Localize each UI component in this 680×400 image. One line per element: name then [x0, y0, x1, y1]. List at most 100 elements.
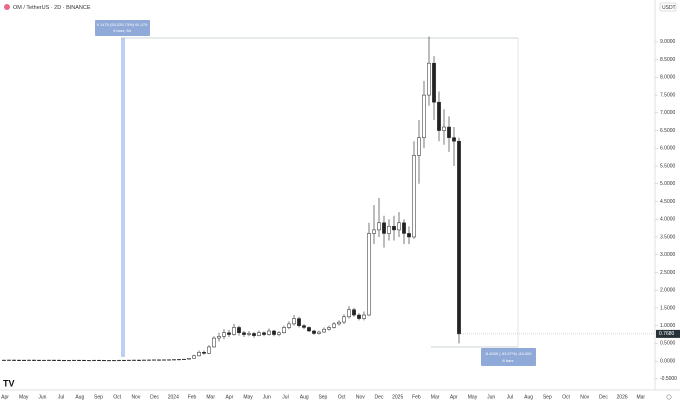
candle-body — [367, 233, 371, 316]
x-tick-label: Jul — [58, 394, 64, 400]
candle-body — [397, 222, 401, 231]
x-tick-label: May — [243, 394, 253, 400]
candle-body — [452, 137, 456, 142]
measure-text: -8.4000 (-93.97%) -84,000 — [485, 351, 533, 356]
candle-body — [337, 321, 341, 325]
candle-body — [12, 359, 16, 361]
candle-body — [132, 359, 136, 361]
candle-body — [107, 360, 111, 362]
candle-body — [102, 359, 106, 362]
candle-body — [252, 333, 256, 336]
y-tick-label: 3.0000 — [660, 252, 676, 258]
candle-body — [197, 352, 201, 357]
candle-body — [257, 332, 261, 336]
y-tick-label: 2.0000 — [660, 288, 676, 294]
candle-body — [302, 325, 306, 328]
currency-label: USDT — [662, 5, 676, 11]
candle-body — [187, 358, 191, 360]
y-tick-label: 8.0000 — [660, 75, 676, 81]
candle-body — [272, 330, 276, 335]
candle-body — [422, 94, 426, 138]
candle-body — [27, 359, 31, 361]
candle-body — [112, 360, 116, 362]
candle-body — [77, 359, 81, 361]
candle-body — [437, 101, 441, 131]
x-tick-label: Dec — [599, 394, 608, 400]
last-price-label: 0.7680 — [659, 331, 675, 337]
x-tick-label: Sep — [543, 394, 552, 400]
candle-body — [247, 333, 251, 335]
y-tick-label: 4.0000 — [660, 217, 676, 223]
candle-body — [152, 359, 156, 361]
candle-body — [192, 355, 196, 359]
candle-body — [182, 358, 186, 361]
candle-body — [457, 140, 461, 335]
candle-body — [207, 346, 211, 354]
x-tick-label: May — [19, 394, 29, 400]
candle-body — [42, 359, 46, 361]
x-tick-label: Dec — [150, 394, 159, 400]
candle-body — [22, 359, 26, 361]
x-tick-label: Feb — [412, 394, 421, 400]
settings-icon[interactable] — [666, 394, 672, 400]
candle-body — [142, 359, 146, 361]
symbol-icon — [4, 4, 10, 10]
candle-body — [317, 331, 321, 334]
x-tick-label: Oct — [338, 394, 346, 400]
x-tick-label: Sep — [94, 394, 103, 400]
candle-body — [172, 359, 176, 361]
y-tick-label: 0.5000 — [660, 341, 676, 347]
candle-body — [307, 327, 311, 332]
x-tick-label: 2025 — [392, 394, 403, 400]
y-tick-label: 5.5000 — [660, 163, 676, 169]
candle-body — [162, 359, 166, 361]
candle-body — [377, 222, 381, 231]
x-tick-label: Mar — [206, 394, 215, 400]
candle-body — [92, 359, 96, 362]
y-tick-label: 6.5000 — [660, 128, 676, 134]
candle-body — [407, 233, 411, 238]
x-tick-label: Apr — [226, 394, 234, 400]
candle-body — [52, 359, 56, 361]
candle-body — [352, 309, 356, 316]
currency-button[interactable] — [659, 2, 677, 12]
candle-body — [282, 327, 286, 334]
x-tick-label: Nov — [580, 394, 589, 400]
y-tick-label: 2.5000 — [660, 270, 676, 276]
candle-body — [122, 359, 126, 362]
y-tick-label: 3.5000 — [660, 234, 676, 240]
candle-body — [227, 332, 231, 335]
y-tick-label: 6.0000 — [660, 146, 676, 152]
candle-body — [347, 309, 351, 318]
candle-body — [202, 352, 206, 354]
y-tick-label: 0.0000 — [660, 358, 676, 364]
y-tick-label: 8.5000 — [660, 57, 676, 63]
candle-body — [37, 359, 41, 361]
x-tick-label: Jul — [507, 394, 513, 400]
candle-body — [382, 222, 386, 234]
candle-body — [287, 323, 291, 328]
x-tick-label: Oct — [562, 394, 570, 400]
candle-body — [402, 222, 406, 234]
x-tick-label: Jun — [38, 394, 46, 400]
candle-body — [432, 62, 436, 103]
candle-body — [177, 359, 181, 361]
candle-body — [217, 336, 221, 339]
chart-title: OM / TetherUS · 2D · BINANCE — [13, 5, 91, 11]
y-tick-label: 4.5000 — [660, 199, 676, 205]
x-tick-label: Feb — [188, 394, 197, 400]
x-tick-label: Dec — [375, 394, 384, 400]
candle-body — [412, 155, 416, 238]
x-tick-label: 2026 — [617, 394, 628, 400]
x-tick-label: Nov — [131, 394, 140, 400]
candle-body — [147, 359, 151, 361]
y-tick-label: 9.0000 — [660, 39, 676, 45]
candle-body — [357, 314, 361, 319]
x-tick-label: Jun — [487, 394, 495, 400]
y-tick-label: 5.0000 — [660, 181, 676, 187]
x-tick-label: 2024 — [168, 394, 179, 400]
candle-body — [127, 359, 131, 361]
y-tick-label: 7.5000 — [660, 92, 676, 98]
candle-body — [212, 337, 216, 348]
candle-body — [72, 359, 76, 361]
